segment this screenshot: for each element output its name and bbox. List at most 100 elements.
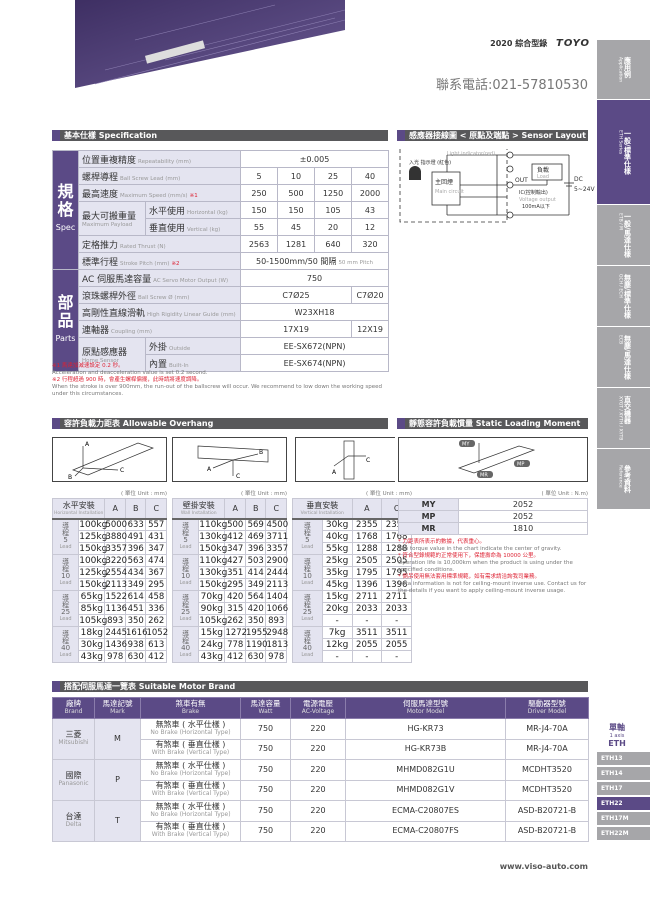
value-cell: 262 [224, 614, 246, 627]
table-row: 105kg 893 350 262 [53, 614, 167, 627]
value-cell: - [381, 614, 412, 627]
series-tab-eth22[interactable]: ETH22 [597, 797, 650, 811]
sidebar-tab-en: Application [617, 56, 623, 83]
light-indicator-label: Light indicator(red) [447, 151, 495, 157]
column-header: 伺服馬達型號 Motor Model [345, 697, 506, 719]
sidebar-tab[interactable]: 一般/馬達仕樣 ETB / M [597, 205, 650, 266]
sidebar-tab-label: 應用例 Application [616, 57, 632, 82]
value-cell: 1190 [244, 638, 268, 651]
brand-cell: 國際 Panasonic [52, 759, 95, 801]
table-row: 導程 40 Lead 7kg 3511 3511 [292, 626, 412, 663]
value-cell: 3220 [104, 554, 128, 567]
value-cell: 3880 [104, 530, 128, 543]
svg-text:MR: MR [480, 473, 488, 479]
overhang-table: 垂直安裝 Vertical Installation A C 導程 5 Lead 30kg 23… [292, 498, 412, 663]
value-cell: 1813 [265, 638, 289, 651]
value-cell: 458 [145, 590, 167, 603]
brake-cell: 無煞車 ( 水平仕樣 ) No Brake (Horizontal Type) [140, 800, 241, 822]
sidebar-tab[interactable]: 應用例 Application [597, 40, 650, 100]
table-row: 台達 Delta T 無煞車 ( 水平仕樣 ) No Brake (Horizontal… [52, 800, 589, 842]
series-tab-eth17m[interactable]: ETH17M [597, 812, 650, 826]
value-cell: 295 [145, 578, 167, 591]
value-cell: 4500 [265, 518, 289, 531]
series-tab-eth13[interactable]: ETH13 [597, 752, 650, 766]
column-header: C [145, 498, 167, 520]
motor-cell: ECMA-C20807ES [345, 800, 506, 822]
svg-text:Main circuit: Main circuit [435, 189, 464, 195]
value-cell: 3357 [104, 542, 128, 555]
value-cell: 491 [124, 530, 147, 543]
spec-group-label: 規格 Spec [52, 150, 79, 270]
value-cell: 2900 [265, 554, 289, 567]
svg-text:C: C [236, 473, 240, 480]
static-moment-section-title: 靜態容許負載慣量 Static Loading Moment [397, 418, 588, 429]
value-cell: 1768 [351, 530, 383, 543]
series-tab-eth22m[interactable]: ETH22M [597, 827, 650, 841]
unit-label: ( 單位 Unit : mm) [365, 491, 412, 497]
watt-cell: 750 [240, 759, 291, 781]
value-cell: 893 [265, 614, 287, 627]
driver-cell: MCDHT3520 [505, 759, 589, 781]
motor-brand-table: 廠牌 Brand 馬達記號 Mark 煞車有無 Brake 馬達容量 Watt 電源電壓 AC-V… [52, 697, 589, 842]
dc-label: DC [574, 176, 583, 183]
sidebar-tab-label: 無塵/標準仕樣 GCH / ECH [616, 274, 632, 319]
volt-cell: 220 [290, 718, 346, 740]
load-cell: 30kg [321, 518, 353, 531]
sidebar-tab[interactable]: 參考資料 Reference [597, 449, 650, 510]
table-row: 導程 5 Lead 100kg 5000 633 557 [51, 518, 167, 555]
table-row: 導程 40 Lead 15kg 1272 1955 2948 [171, 626, 288, 663]
table-row: 43kg 412 630 978 [173, 650, 287, 663]
svg-text:B: B [68, 474, 72, 480]
lead-label: 導程 40 Lead [292, 626, 323, 663]
column-header: 煞車有無 Brake [140, 697, 241, 719]
load-cell: 150kg [78, 578, 108, 591]
spec-notes: ※1 馬達加減速設定 0.2 秒。 Acceleration and deacce… [52, 363, 382, 397]
lead-label: 導程 40 Lead [51, 626, 80, 663]
column-header: 電源電壓 AC-Voltage [290, 697, 346, 719]
series-tab-eth14[interactable]: ETH14 [597, 767, 650, 781]
value-cell: 500 [224, 518, 246, 531]
lead-label: 導程 25 Lead [171, 590, 200, 627]
value-cell: 5000 [104, 518, 128, 531]
lead-label: 導程 5 Lead [171, 518, 200, 555]
table-header-row: 水平安裝 Horizontal Installation A B C [51, 498, 167, 520]
series-tab-eth17[interactable]: ETH17 [597, 782, 650, 796]
lead-label: 導程 5 Lead [292, 518, 323, 555]
svg-text:A: A [207, 466, 212, 473]
brake-cell: 無煞車 ( 水平仕樣 ) No Brake (Horizontal Type) [140, 759, 241, 781]
value-cell: 3357 [265, 542, 289, 555]
value-cell: 420 [224, 590, 246, 603]
value-cell: 614 [124, 590, 147, 603]
sensor-wiring-diagram: Light indicator(red) 入光 指示燈 (紅色) 主回煙 Mai… [399, 149, 595, 223]
value-cell: 349 [124, 578, 147, 591]
sensor-section-title: 感應器接線圖 < 原點及端點 > Sensor Layout [397, 130, 588, 141]
static-notes: * 力距表所表示的數據，代表重心。 The torque value in the… [398, 539, 587, 594]
table-row: MP 2052 [398, 510, 588, 523]
driver-cell: ASD-B20721-B [505, 820, 589, 842]
sidebar-tab[interactable]: 直交機器 XYGT / XYTH / XYTB [597, 388, 650, 449]
sidebar-tab[interactable]: 無塵/標準仕樣 GCH / ECH [597, 266, 650, 327]
load-cell: 24kg [198, 638, 226, 651]
load-cell: 55kg [321, 542, 353, 555]
load-cell: 130kg [198, 566, 228, 579]
load-cell: - [321, 650, 353, 663]
value-cell: 2033 [381, 602, 412, 615]
table-row: 導程 10 Lead 100kg 3220 563 474 [51, 554, 167, 591]
value-cell: 412 [224, 530, 246, 543]
value-cell: 1396 [351, 578, 383, 591]
sidebar-tab[interactable]: 無塵/馬達仕樣 ECB [597, 327, 650, 388]
load-cell: 100kg [78, 518, 108, 531]
load-cell: 43kg [78, 650, 106, 663]
value-cell: 451 [124, 602, 147, 615]
load-cell: 85kg [78, 602, 106, 615]
value-cell: 503 [244, 554, 267, 567]
value-cell: 1272 [224, 626, 248, 639]
load-cell: 25kg [321, 554, 353, 567]
sidebar-tab[interactable]: 一般/標準仕樣 ETH Series [597, 100, 650, 205]
load-cell: 150kg [78, 542, 108, 555]
unit-label: ( 單位 Unit : mm) [120, 491, 167, 497]
footer-url[interactable]: www.viso-auto.com [499, 862, 588, 871]
value-cell: 469 [244, 530, 267, 543]
sidebar-tab-label: 參考資料 Reference [616, 465, 632, 493]
value-cell: 938 [124, 638, 147, 651]
